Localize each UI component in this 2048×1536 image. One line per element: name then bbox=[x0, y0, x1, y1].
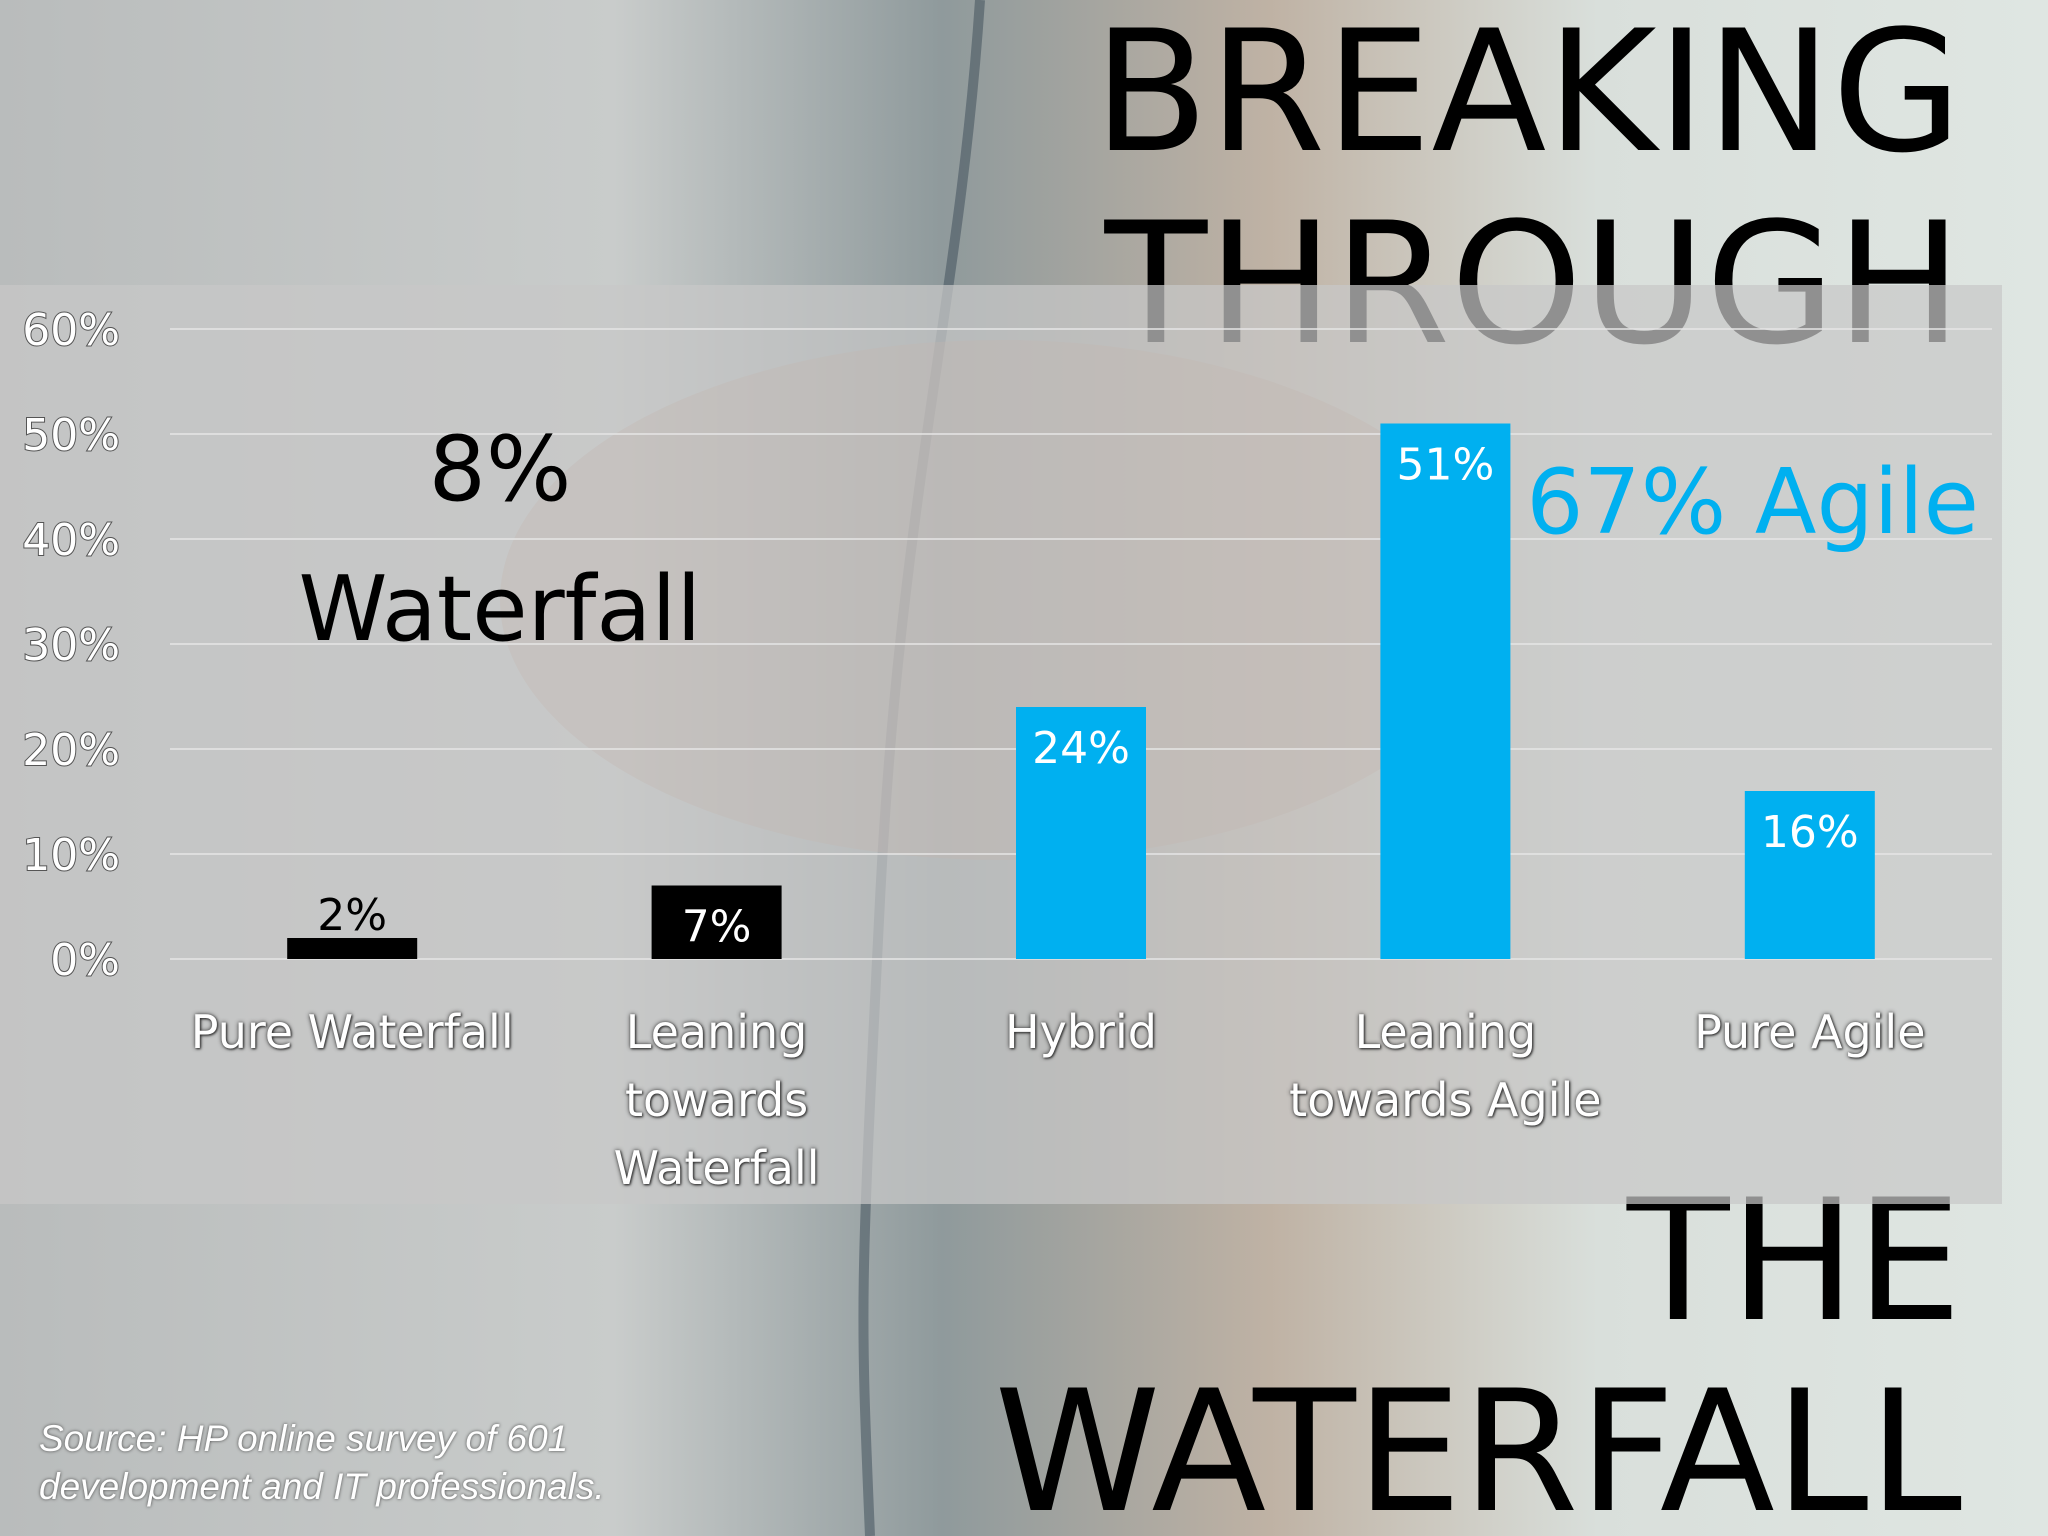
bar bbox=[1744, 791, 1875, 959]
bar bbox=[651, 885, 782, 959]
y-tick-label: 40% bbox=[22, 515, 120, 566]
annotation: 8% bbox=[429, 417, 572, 522]
data-label: 16% bbox=[1761, 807, 1859, 858]
data-label: 24% bbox=[1032, 723, 1130, 774]
x-tick-label: Pure Agile bbox=[1694, 1005, 1926, 1059]
source-note: Source: HP online survey of 601 developm… bbox=[39, 1418, 605, 1507]
plot: 0% 10% 20% 30% 40% 50% 60% 2% 7% 24% 51% 16% 8% Water… bbox=[21, 304, 1992, 987]
y-tick-label: 20% bbox=[22, 725, 120, 776]
x-tick-label: Pure Waterfall bbox=[190, 1005, 514, 1059]
data-label: 2% bbox=[317, 890, 387, 941]
data-label: 7% bbox=[682, 902, 752, 953]
plot-panel bbox=[0, 285, 2002, 1204]
x-tick-label: Hybrid bbox=[1005, 1005, 1157, 1059]
title-line: WATERFALL bbox=[994, 1354, 1962, 1536]
bar bbox=[1016, 707, 1146, 959]
bar bbox=[1380, 423, 1511, 959]
annotation: 67% Agile bbox=[1526, 450, 1979, 555]
title-line: BREAKING bbox=[1093, 0, 1962, 190]
x-tick-label: Leaning towards Waterfall bbox=[613, 1005, 820, 1195]
y-tick-label: 0% bbox=[50, 935, 120, 986]
data-label: 51% bbox=[1397, 440, 1495, 491]
y-tick-label: 30% bbox=[22, 620, 120, 671]
x-tick-label: Leaning towards Agile bbox=[1289, 1005, 1602, 1127]
y-tick-label: 50% bbox=[22, 410, 120, 461]
y-tick-label: 60% bbox=[22, 305, 120, 356]
y-tick-label: 10% bbox=[22, 830, 120, 881]
bar bbox=[287, 938, 418, 959]
annotation: Waterfall bbox=[299, 557, 702, 662]
